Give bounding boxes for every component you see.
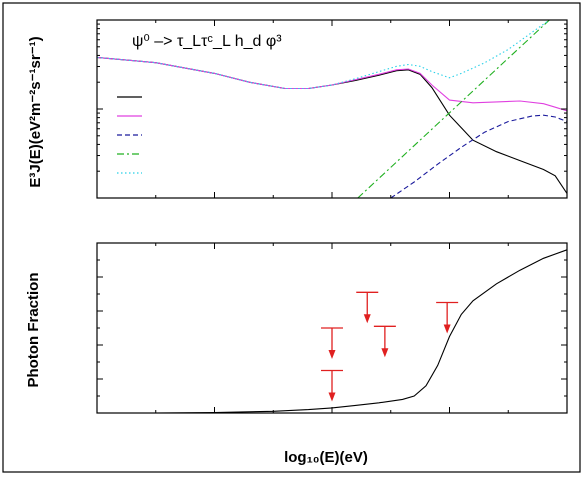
bottom-x-axis-label: log₁₀(E)(eV) (284, 449, 368, 466)
upper-limit-arrowhead (363, 314, 371, 324)
top-y-axis-label: E³J(E)(eV²m⁻²s⁻¹sr⁻¹) (27, 36, 44, 187)
top-panel-annotation: ψ⁰ –> τ_Lτᶜ_L h_d φ³ (132, 33, 282, 50)
bottom-y-axis-label: Photon Fraction (25, 273, 42, 388)
upper-limit-arrowhead (328, 350, 336, 359)
upper-limit-arrowhead (381, 348, 389, 358)
upper-limit-arrowhead (328, 392, 336, 402)
top-series-total (97, 20, 550, 90)
top-series-decay-photons (357, 20, 550, 198)
top-series-total-protons (97, 56, 567, 112)
upper-limit-arrowhead (443, 324, 451, 334)
top-series-decay-protons (390, 114, 567, 198)
figure-border (2, 2, 581, 473)
top-series-background (97, 56, 567, 194)
